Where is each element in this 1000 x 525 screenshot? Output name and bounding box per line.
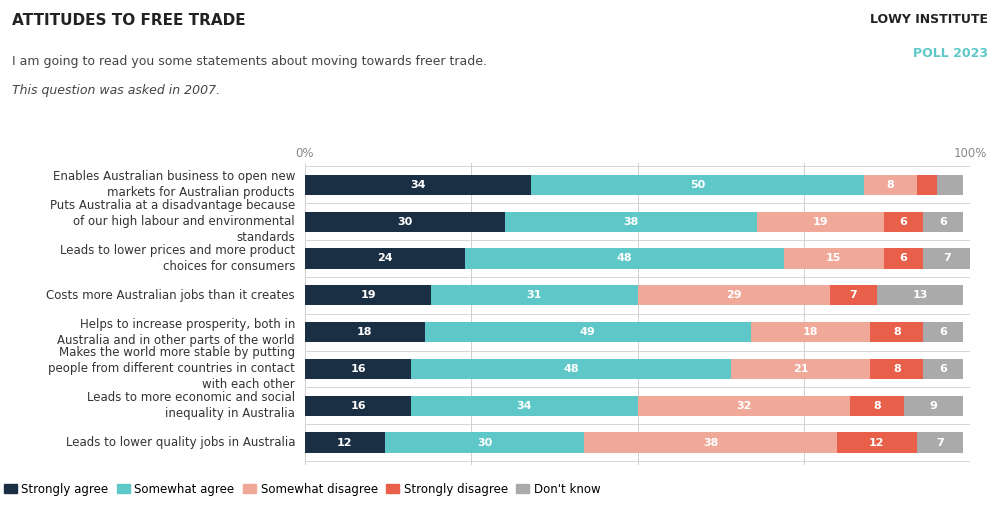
- Text: Leads to more economic and social
inequality in Australia: Leads to more economic and social inequa…: [87, 391, 295, 420]
- Text: Puts Australia at a disadvantage because
of our high labour and environmental
st: Puts Australia at a disadvantage because…: [50, 199, 295, 244]
- Bar: [731, 359, 870, 379]
- Text: 13: 13: [912, 290, 928, 300]
- Bar: [425, 322, 751, 342]
- Text: 21: 21: [793, 364, 808, 374]
- Text: 16: 16: [350, 401, 366, 411]
- Bar: [864, 175, 917, 195]
- Text: 31: 31: [527, 290, 542, 300]
- Bar: [584, 433, 837, 453]
- Bar: [757, 212, 884, 232]
- Text: 8: 8: [893, 327, 901, 337]
- Text: 38: 38: [623, 217, 639, 227]
- Text: 49: 49: [580, 327, 596, 337]
- Text: LOWY INSTITUTE: LOWY INSTITUTE: [870, 13, 988, 26]
- Text: 34: 34: [517, 401, 532, 411]
- Bar: [870, 359, 923, 379]
- Text: 12: 12: [869, 437, 885, 447]
- Text: 6: 6: [939, 327, 947, 337]
- Text: Leads to lower prices and more product
choices for consumers: Leads to lower prices and more product c…: [60, 244, 295, 273]
- Text: 18: 18: [803, 327, 818, 337]
- Text: Leads to lower quality jobs in Australia: Leads to lower quality jobs in Australia: [66, 436, 295, 449]
- Text: ATTITUDES TO FREE TRADE: ATTITUDES TO FREE TRADE: [12, 13, 246, 28]
- Text: 38: 38: [703, 437, 718, 447]
- Text: 9: 9: [929, 401, 937, 411]
- Text: 8: 8: [873, 401, 881, 411]
- Bar: [638, 396, 850, 416]
- Bar: [305, 396, 411, 416]
- Legend: Strongly agree, Somewhat agree, Somewhat disagree, Strongly disagree, Don't know: Strongly agree, Somewhat agree, Somewhat…: [4, 482, 600, 496]
- Text: Helps to increase prosperity, both in
Australia and in other parts of the world: Helps to increase prosperity, both in Au…: [57, 318, 295, 346]
- Text: 8: 8: [893, 364, 901, 374]
- Bar: [830, 285, 877, 306]
- Text: 48: 48: [616, 254, 632, 264]
- Text: 6: 6: [939, 217, 947, 227]
- Bar: [923, 359, 963, 379]
- Bar: [305, 212, 505, 232]
- Bar: [837, 433, 917, 453]
- Text: 30: 30: [477, 437, 492, 447]
- Bar: [923, 248, 970, 269]
- Bar: [870, 322, 923, 342]
- Bar: [884, 248, 923, 269]
- Bar: [850, 396, 904, 416]
- Bar: [877, 285, 963, 306]
- Text: 50: 50: [690, 180, 705, 190]
- Bar: [305, 248, 465, 269]
- Text: 34: 34: [410, 180, 426, 190]
- Bar: [904, 396, 963, 416]
- Text: 6: 6: [939, 364, 947, 374]
- Text: 19: 19: [813, 217, 828, 227]
- Text: Costs more Australian jobs than it creates: Costs more Australian jobs than it creat…: [46, 289, 295, 302]
- Bar: [505, 212, 757, 232]
- Text: 16: 16: [350, 364, 366, 374]
- Bar: [923, 322, 963, 342]
- Text: 29: 29: [726, 290, 742, 300]
- Text: I am going to read you some statements about moving towards freer trade.: I am going to read you some statements a…: [12, 55, 487, 68]
- Bar: [751, 322, 870, 342]
- Bar: [884, 212, 923, 232]
- Text: 6: 6: [900, 217, 907, 227]
- Bar: [917, 175, 937, 195]
- Bar: [305, 175, 531, 195]
- Text: Enables Australian business to open new
markets for Australian products: Enables Australian business to open new …: [53, 170, 295, 200]
- Text: 48: 48: [563, 364, 579, 374]
- Text: 8: 8: [886, 180, 894, 190]
- Text: 18: 18: [357, 327, 373, 337]
- Bar: [305, 433, 385, 453]
- Text: 7: 7: [943, 254, 951, 264]
- Text: 12: 12: [337, 437, 353, 447]
- Text: 24: 24: [377, 254, 393, 264]
- Text: 6: 6: [900, 254, 907, 264]
- Bar: [305, 285, 431, 306]
- Text: 15: 15: [826, 254, 841, 264]
- Text: 19: 19: [360, 290, 376, 300]
- Bar: [917, 433, 963, 453]
- Bar: [431, 285, 638, 306]
- Bar: [531, 175, 864, 195]
- Bar: [937, 175, 963, 195]
- Bar: [784, 248, 884, 269]
- Bar: [411, 396, 638, 416]
- Text: 32: 32: [736, 401, 752, 411]
- Bar: [385, 433, 584, 453]
- Bar: [465, 248, 784, 269]
- Bar: [305, 322, 425, 342]
- Text: 30: 30: [397, 217, 412, 227]
- Text: 7: 7: [850, 290, 858, 300]
- Text: Makes the world more stable by putting
people from different countries in contac: Makes the world more stable by putting p…: [48, 346, 295, 392]
- Bar: [305, 359, 411, 379]
- Bar: [638, 285, 830, 306]
- Text: 7: 7: [936, 437, 944, 447]
- Text: This question was asked in 2007.: This question was asked in 2007.: [12, 84, 220, 97]
- Text: POLL 2023: POLL 2023: [913, 47, 988, 60]
- Bar: [923, 212, 963, 232]
- Bar: [411, 359, 731, 379]
